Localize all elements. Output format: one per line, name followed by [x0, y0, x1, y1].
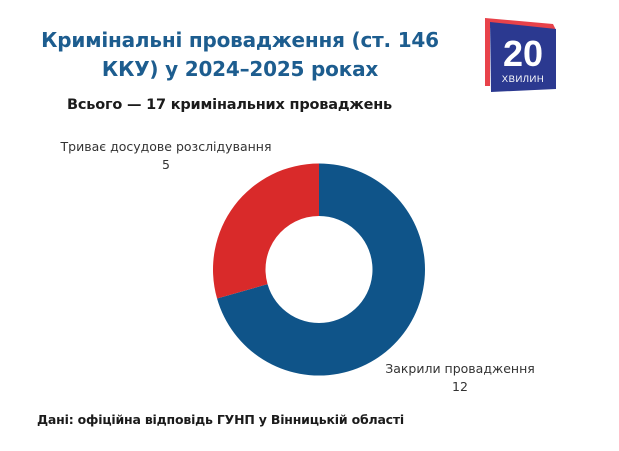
- chart-title: Кримінальні провадження (ст. 146 ККУ) у …: [40, 26, 440, 84]
- logo-word: ХВИЛИН: [502, 74, 544, 85]
- slice-label-ongoing-name: Триває досудове розслідування: [60, 139, 272, 154]
- slice-label-ongoing: Триває досудове розслідування 5: [51, 138, 281, 174]
- slice-closed: [217, 163, 425, 376]
- slice-label-ongoing-value: 5: [162, 157, 170, 172]
- slice-label-closed-value: 12: [452, 379, 468, 394]
- slice-ongoing: [212, 163, 319, 299]
- slice-label-closed-name: Закрили провадження: [385, 361, 535, 376]
- logo-front-shape: [490, 22, 556, 92]
- slice-label-closed: Закрили провадження 12: [366, 360, 554, 396]
- chart-subtitle: Всього — 17 кримінальних проваджень: [67, 97, 392, 113]
- logo-number: 20: [503, 33, 543, 74]
- logo-20-khvylyn: 20 ХВИЛИН: [484, 16, 564, 100]
- chart-title-line-2: ККУ) у 2024–2025 роках: [101, 57, 379, 81]
- data-source-note: Дані: офіційна відповідь ГУНП у Вінницьк…: [37, 412, 405, 427]
- chart-title-line-1: Кримінальні провадження (ст. 146: [41, 28, 439, 52]
